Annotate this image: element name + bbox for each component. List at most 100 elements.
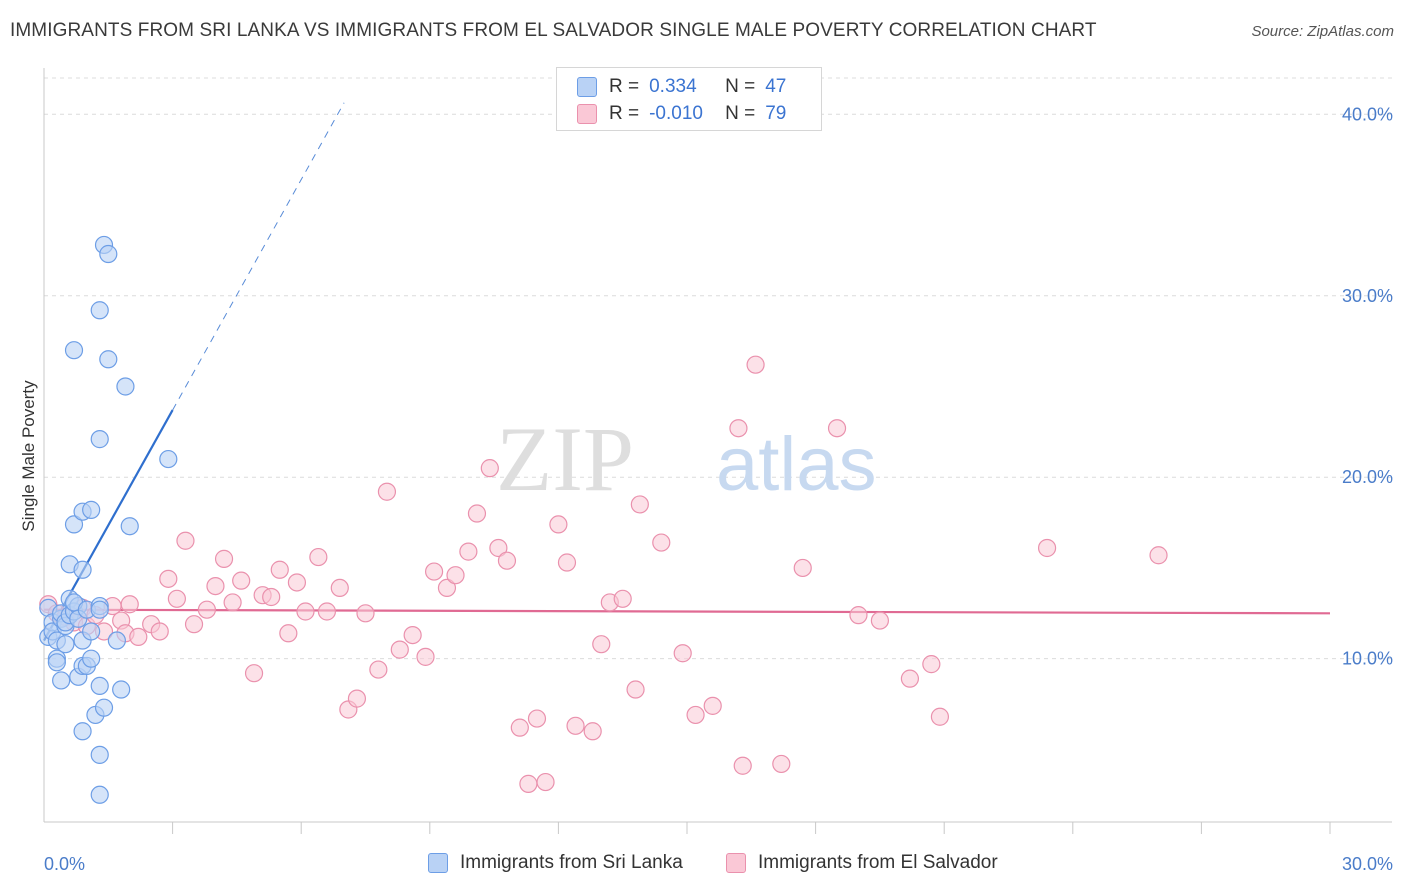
trend-lines [43,102,1331,642]
el-salvador-point [467,504,487,523]
el-salvador-point [557,553,577,572]
el-salvador-point [592,635,611,654]
sri-lanka-point [94,698,114,717]
el-salvador-point [686,705,705,725]
el-salvador-point [1037,538,1057,558]
legend-label: Immigrants from Sri Lanka [460,852,683,873]
watermark: ZIP atlas [496,408,877,510]
sri-lanka-point [90,600,109,619]
el-salvador-point [497,551,517,570]
sri-lanka-point [52,671,71,690]
sri-lanka-point [159,449,178,469]
watermark-zip: ZIP [496,408,634,510]
el-salvador-point [652,533,671,552]
el-salvador-point [746,355,765,374]
tick-labels: 10.0% 20.0% 30.0% 40.0% 0.0% 30.0% [44,104,1393,874]
el-salvador-point [870,611,890,630]
el-salvador-point [549,515,568,534]
sri-lanka-point [90,785,109,804]
el-salvador-point [244,664,264,683]
el-salvador-point [424,562,444,581]
r-value: 0.334 [649,76,697,97]
el-salvador-point [446,566,465,585]
el-salvador-point [416,647,435,666]
y-tick-label: 20.0% [1342,467,1393,487]
sri-lanka-swatch [428,853,448,873]
el-salvador-point [223,593,242,612]
sri-lanka-point [90,745,109,764]
sri-lanka-point [82,500,101,519]
el-salvador-point [613,589,632,608]
legend-row-sri-lanka: R = 0.334 N = 47 [577,74,786,100]
sri-lanka-point [64,515,84,534]
sri-lanka-point [90,676,109,696]
sri-lanka-point [112,680,131,699]
n-value: 79 [765,103,787,124]
el-salvador-point [347,689,367,708]
sri-lanka-point [99,350,118,369]
el-salvador-point [262,587,281,607]
el-salvador-point [733,756,752,775]
r-label: R = [609,76,640,97]
y-tick-label: 40.0% [1342,104,1393,124]
x-tick-label: 30.0% [1342,854,1393,874]
el-salvador-point [197,600,216,619]
el-salvador-point [330,578,349,598]
sri-lanka-point [120,517,139,536]
el-salvador-trend-line [43,608,1331,615]
el-salvador-point [296,602,315,621]
legend-row-el-salvador: R = -0.010 N = 79 [577,101,786,127]
legend-item-el-salvador[interactable]: Immigrants from El Salvador [726,852,998,874]
data-points [39,235,1168,804]
legend-label: Immigrants from El Salvador [758,852,998,873]
sri-lanka-point [64,341,84,360]
sri-lanka-point [56,635,75,654]
el-salvador-point [167,589,186,608]
el-salvador-point [279,624,298,643]
sri-lanka-point [107,631,126,650]
el-salvador-point [536,772,555,792]
el-salvador-point [922,655,941,674]
sri-lanka-point [82,622,101,641]
el-salvador-point [480,459,499,478]
el-salvador-point [214,549,234,568]
el-salvador-point [184,615,204,634]
n-label: N = [725,76,756,97]
el-salvador-point [309,547,328,567]
sri-lanka-point [47,653,66,672]
el-salvador-point [772,754,791,774]
el-salvador-point [437,578,457,598]
el-salvador-point [489,538,508,558]
el-salvador-point [703,696,722,715]
el-salvador-point [459,542,478,561]
el-salvador-point [176,531,195,550]
el-salvador-point [1149,546,1168,565]
y-tick-label: 30.0% [1342,286,1393,306]
legend-item-sri-lanka[interactable]: Immigrants from Sri Lanka [428,852,683,874]
sri-lanka-point [90,301,109,320]
el-salvador-swatch [577,104,597,124]
sri-lanka-trend-extension [172,102,345,411]
el-salvador-point [369,660,388,679]
y-axis-label: Single Male Poverty [19,380,38,532]
sri-lanka-point [99,244,118,264]
y-tick-label: 10.0% [1342,649,1393,669]
sri-lanka-point [73,722,92,741]
n-label: N = [725,103,756,124]
el-salvador-swatch [726,853,746,873]
sri-lanka-point [116,377,135,396]
correlation-legend: R = 0.334 N = 47 R = -0.010 N = 79 [556,67,822,131]
r-label: R = [609,103,640,124]
axes [43,68,1392,834]
el-salvador-point [150,622,169,641]
el-salvador-point [129,627,148,647]
sri-lanka-swatch [577,77,597,97]
el-salvador-point [827,419,847,438]
el-salvador-point [673,644,692,663]
el-salvador-point [630,495,649,514]
el-salvador-point [510,718,529,737]
chart-title: IMMIGRANTS FROM SRI LANKA VS IMMIGRANTS … [10,20,1097,41]
el-salvador-point [527,709,547,728]
el-salvador-point [583,722,602,741]
n-value: 47 [765,76,787,97]
